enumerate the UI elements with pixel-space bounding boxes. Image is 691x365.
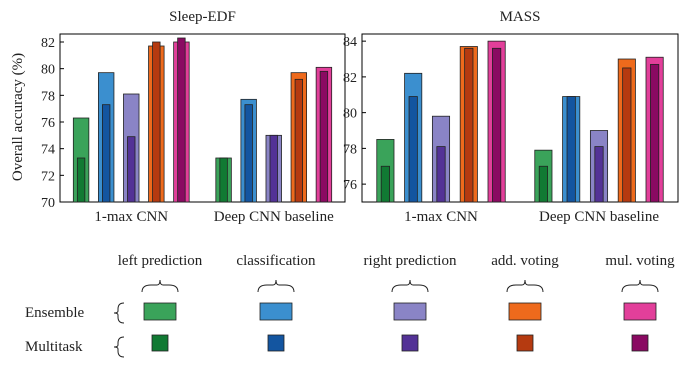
plot-frame	[361, 33, 679, 203]
legend-swatch-multitask-right	[401, 334, 419, 352]
legend-swatch-multitask-mul	[631, 334, 649, 352]
chart-mass: MASS 76 78 80 82 84 1-max CNN Deep CNN baseline	[343, 9, 679, 225]
legend-method-label: mul. voting	[605, 253, 675, 269]
category-label: 1-max CNN	[404, 209, 478, 225]
legend-swatch-ensemble-mul	[623, 302, 657, 321]
legend-method-label: add. voting	[491, 253, 559, 269]
y-tick-label: 78	[41, 89, 55, 104]
legend-brace	[391, 279, 429, 293]
y-tick-label: 80	[41, 63, 55, 78]
bar-multitask-mul	[492, 47, 502, 203]
category-label: Deep CNN baseline	[214, 209, 334, 225]
bar-multitask-mul	[177, 37, 186, 203]
y-axis-label: Overall accuracy (%)	[10, 53, 26, 181]
bar-multitask-right	[269, 134, 278, 203]
bar-multitask-left	[219, 157, 228, 203]
legend-row-brace	[113, 336, 125, 358]
legend-brace	[506, 279, 544, 293]
legend-swatch-ensemble-add	[508, 302, 542, 321]
bar-multitask-add	[464, 47, 474, 203]
y-tick-label: 70	[41, 196, 55, 211]
bar-multitask-right	[594, 146, 604, 203]
bar-multitask-add	[622, 67, 632, 203]
bar-multitask-mul	[650, 63, 660, 203]
legend-row-brace	[113, 302, 125, 324]
legend-brace	[141, 279, 179, 293]
legend-swatch-multitask-add	[516, 334, 534, 352]
bar-multitask-classification	[102, 104, 111, 203]
y-tick-label: 82	[343, 71, 357, 86]
legend-row-label: Ensemble	[25, 305, 84, 321]
legend-brace	[621, 279, 659, 293]
plot-frame	[59, 33, 346, 203]
legend: left prediction classification right predi…	[25, 253, 675, 358]
bar-multitask-mul	[319, 70, 329, 203]
legend-row-label: Multitask	[25, 339, 83, 355]
chart-title: MASS	[500, 9, 541, 25]
legend-method-label: left prediction	[118, 253, 203, 269]
y-tick-label: 84	[343, 35, 357, 50]
legend-swatch-ensemble-classification	[259, 302, 293, 321]
bar-multitask-classification	[566, 96, 576, 203]
legend-swatch-multitask-classification	[267, 334, 285, 352]
y-tick-label: 76	[41, 116, 55, 131]
bar-multitask-left	[538, 165, 548, 203]
chart-title: Sleep-EDF	[169, 9, 236, 25]
legend-swatch-multitask-left	[151, 334, 169, 352]
bar-multitask-classification	[408, 96, 418, 203]
y-tick-label: 78	[343, 142, 357, 157]
chart-sleep-edf: Sleep-EDF 70 72 74 76 78 80 82 1-max CNN Deep CNN…	[41, 9, 346, 225]
bar-multitask-left	[76, 157, 86, 203]
legend-swatch-ensemble-left	[143, 302, 177, 321]
bar-multitask-add	[294, 78, 303, 203]
y-tick-label: 82	[41, 36, 55, 51]
legend-method-label: right prediction	[364, 253, 457, 269]
bar-multitask-add	[152, 41, 161, 203]
y-tick-label: 72	[41, 169, 55, 184]
category-label: Deep CNN baseline	[539, 209, 659, 225]
y-tick-label: 74	[41, 143, 55, 158]
legend-brace	[257, 279, 295, 293]
y-tick-label: 76	[343, 178, 357, 193]
bar-multitask-right	[127, 136, 136, 203]
bar-multitask-right	[436, 146, 446, 203]
bar-multitask-left	[380, 165, 390, 203]
category-label: 1-max CNN	[94, 209, 168, 225]
bar-multitask-classification	[244, 104, 253, 203]
y-tick-label: 80	[343, 107, 357, 122]
legend-method-label: classification	[236, 253, 316, 269]
legend-swatch-ensemble-right	[393, 302, 427, 321]
